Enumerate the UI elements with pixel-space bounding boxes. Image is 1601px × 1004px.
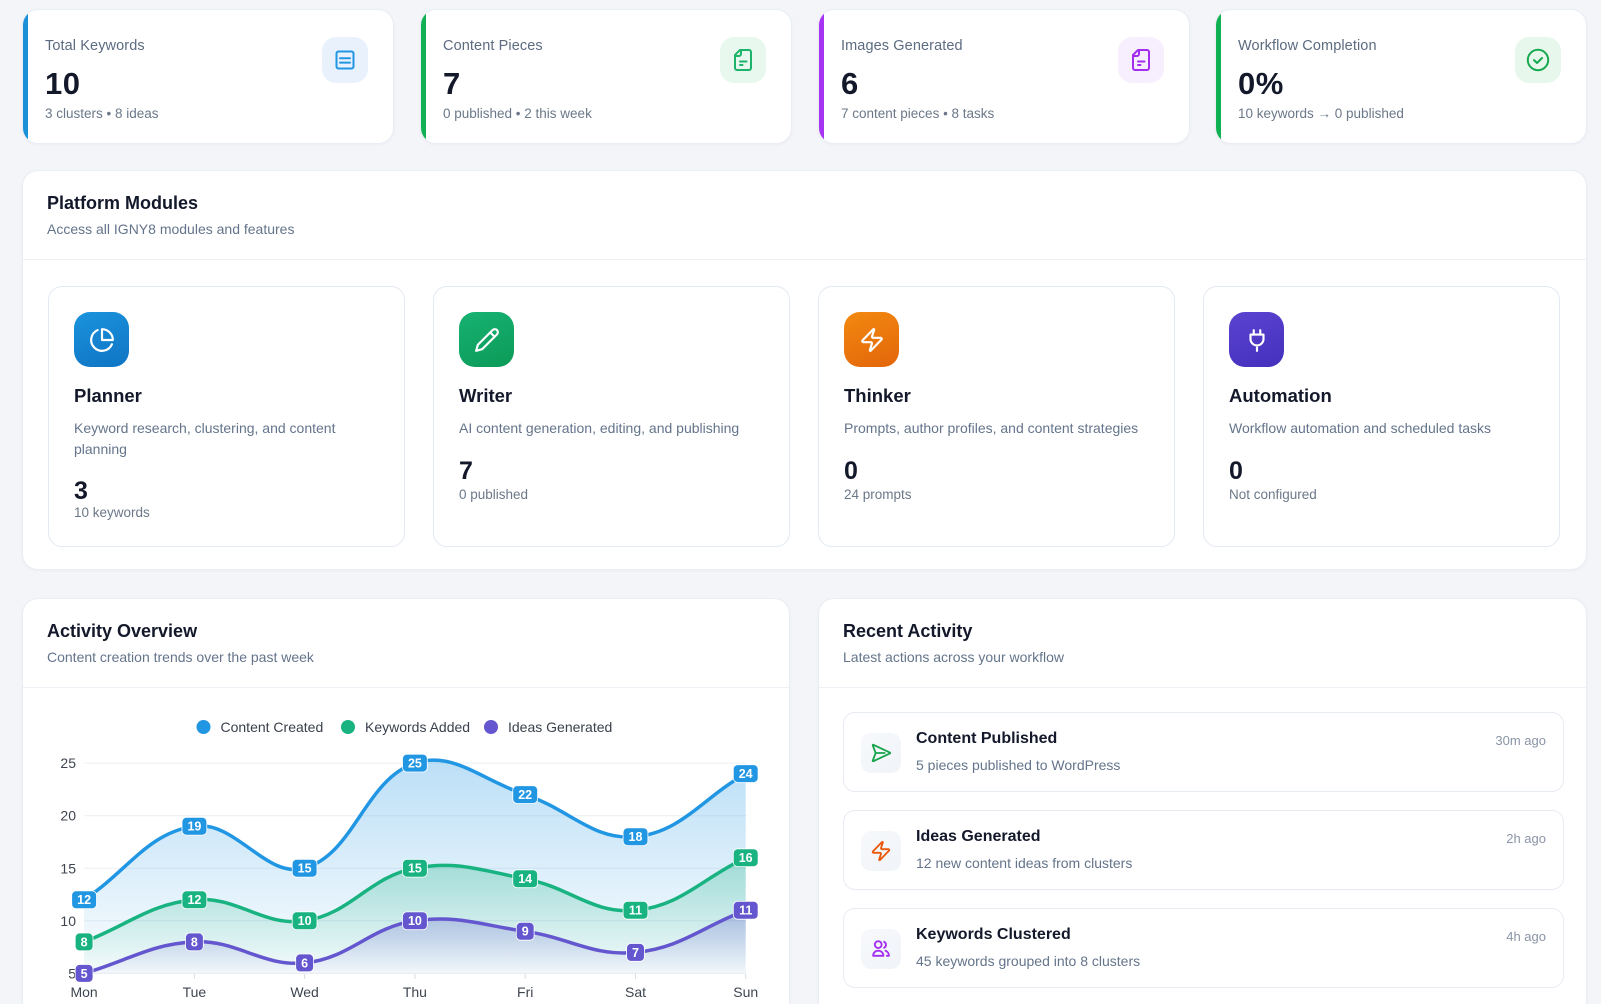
svg-text:10: 10 <box>60 913 76 929</box>
svg-text:8: 8 <box>81 935 88 949</box>
svg-text:22: 22 <box>518 788 532 802</box>
svg-text:14: 14 <box>518 872 532 886</box>
svg-text:5: 5 <box>81 967 88 981</box>
svg-text:18: 18 <box>629 830 643 844</box>
svg-text:15: 15 <box>298 862 312 876</box>
svg-text:Tue: Tue <box>183 984 207 1000</box>
svg-text:Mon: Mon <box>70 984 97 1000</box>
svg-text:11: 11 <box>739 904 752 918</box>
svg-text:8: 8 <box>191 935 198 949</box>
svg-text:5: 5 <box>68 965 76 981</box>
svg-text:15: 15 <box>60 860 76 876</box>
svg-text:Content Created: Content Created <box>221 719 324 735</box>
svg-text:7: 7 <box>632 946 639 960</box>
svg-text:Wed: Wed <box>290 984 319 1000</box>
svg-text:10: 10 <box>408 914 422 928</box>
svg-text:Sat: Sat <box>625 984 646 1000</box>
svg-text:Sun: Sun <box>733 984 758 1000</box>
svg-text:25: 25 <box>60 755 76 771</box>
svg-text:9: 9 <box>522 925 529 939</box>
svg-text:16: 16 <box>739 851 753 865</box>
svg-text:6: 6 <box>301 956 308 970</box>
svg-text:Thu: Thu <box>403 984 427 1000</box>
svg-text:Ideas Generated: Ideas Generated <box>508 719 612 735</box>
svg-text:24: 24 <box>739 767 753 781</box>
svg-text:Keywords Added: Keywords Added <box>365 719 470 735</box>
svg-text:19: 19 <box>187 820 201 834</box>
svg-text:25: 25 <box>408 757 422 771</box>
svg-text:20: 20 <box>60 808 76 824</box>
svg-text:12: 12 <box>77 893 91 907</box>
svg-text:10: 10 <box>298 914 312 928</box>
svg-text:Fri: Fri <box>517 984 533 1000</box>
svg-text:11: 11 <box>629 904 642 918</box>
svg-text:12: 12 <box>187 893 201 907</box>
svg-text:15: 15 <box>408 862 422 876</box>
